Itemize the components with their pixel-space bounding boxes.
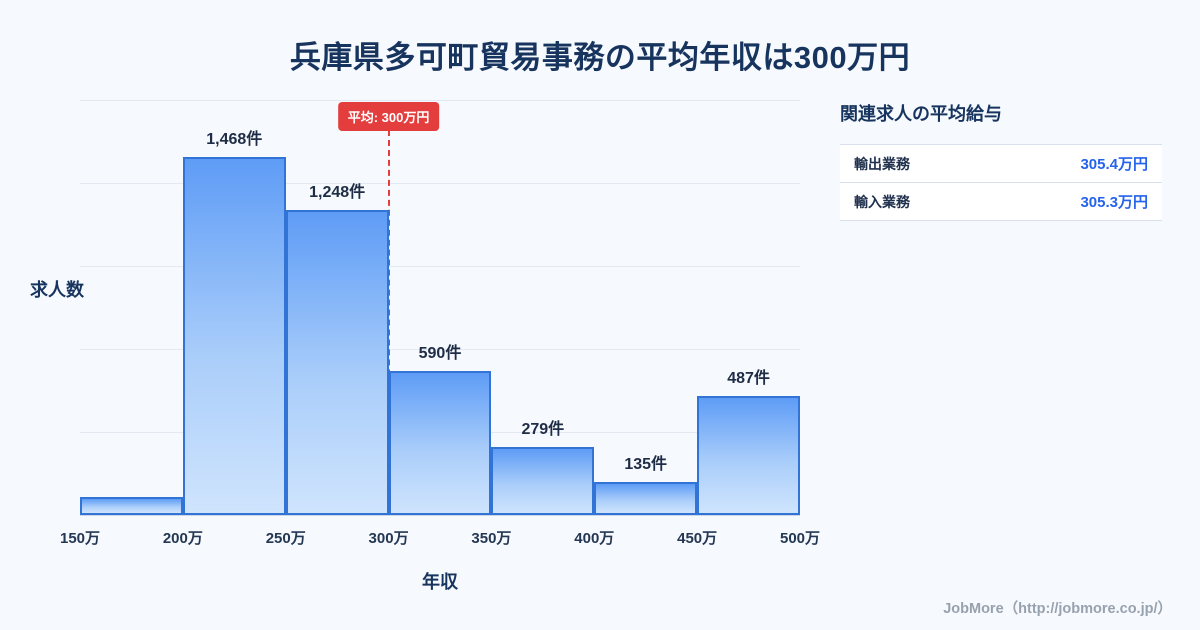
bar-column: 590件 <box>388 100 492 515</box>
related-job-salary: 305.4万円 <box>1080 156 1148 173</box>
x-tick-label: 500万 <box>779 530 821 547</box>
bar-column: 1,248件 <box>285 100 389 515</box>
footer-credit: JobMore（http://jobmore.co.jp/） <box>943 601 1172 617</box>
bar-value-label: 279件 <box>521 421 565 438</box>
page-title: 兵庫県多可町貿易事務の平均年収は300万円 <box>289 40 911 75</box>
histogram-bar <box>697 396 800 515</box>
histogram-bar <box>594 482 698 515</box>
related-salary-table: 輸出業務 305.4万円輸入業務 305.3万円 <box>840 144 1162 221</box>
related-job-label: 輸入業務 <box>854 193 910 210</box>
x-tick-label: 250万 <box>265 530 306 547</box>
x-tick-label: 300万 <box>368 530 409 547</box>
x-axis-line <box>80 515 800 516</box>
bar-value-label: 1,468件 <box>206 131 263 148</box>
x-tick-label: 350万 <box>471 530 512 547</box>
gridline <box>80 183 800 184</box>
related-job-label: 輸出業務 <box>854 155 910 172</box>
bar-column: 279件 <box>491 100 595 515</box>
panel-heading: 関連求人の平均給与 <box>840 104 1002 124</box>
bar-column: 487件 <box>697 100 800 515</box>
x-tick-label: 400万 <box>574 530 615 547</box>
related-salary-panel: 関連求人の平均給与 輸出業務 305.4万円輸入業務 305.3万円 <box>840 100 1162 221</box>
histogram-bar <box>182 157 286 515</box>
histogram-bar <box>491 447 595 515</box>
y-axis-label: 求人数 <box>30 280 84 300</box>
x-tick-label: 200万 <box>162 530 203 547</box>
x-tick-label: 450万 <box>677 530 718 547</box>
bar-value-label: 1,248件 <box>309 184 366 201</box>
bar-value-label: 590件 <box>418 345 462 362</box>
chart-area: 平均: 300万円 1,468件 1,248件 590件 279件 135件 487件 15… <box>60 100 820 547</box>
related-salary-row: 輸出業務 305.4万円 <box>840 145 1162 183</box>
related-salary-row: 輸入業務 305.3万円 <box>840 183 1162 221</box>
bar-value-label: 487件 <box>727 370 770 387</box>
bar-column: 135件 <box>594 100 698 515</box>
histogram-bar <box>388 371 492 515</box>
histogram-bar <box>285 210 389 515</box>
bar-column <box>80 100 183 515</box>
bar-column: 1,468件 <box>182 100 286 515</box>
histogram-bar <box>80 497 183 515</box>
bar-value-label: 135件 <box>624 456 668 473</box>
average-line <box>387 130 390 515</box>
gridline <box>80 266 800 267</box>
x-axis-label: 年収 <box>422 572 458 592</box>
related-job-salary: 305.3万円 <box>1080 194 1148 211</box>
gridline <box>80 349 800 350</box>
average-badge: 平均: 300万円 <box>337 102 440 131</box>
gridline <box>80 100 800 101</box>
x-tick-label: 150万 <box>59 530 101 547</box>
